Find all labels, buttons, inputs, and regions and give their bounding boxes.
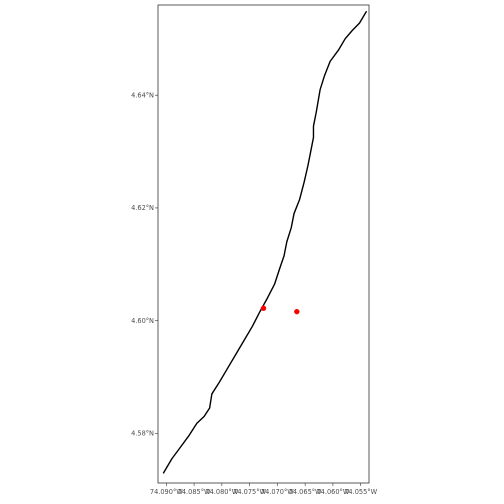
x-tick-label-1: 74.085°W [178, 488, 211, 496]
y-tick-label-1: 4.60°N [131, 317, 154, 325]
y-tick-label-3: 4.64°N [131, 91, 154, 99]
x-tick-label-3: 74.075°W [233, 488, 266, 496]
x-axis: 74.090°W74.085°W74.080°W74.075°W74.070°W… [150, 483, 378, 496]
location-point-2 [294, 308, 300, 315]
map-panel [157, 4, 370, 484]
location-point-1 [260, 305, 267, 311]
x-tick-label-6: 74.060°W [316, 488, 349, 496]
x-tick-label-5: 74.065°W [289, 488, 322, 496]
route-line [162, 11, 367, 474]
y-tick-label-0: 4.58°N [131, 430, 154, 438]
y-tick-label-2: 4.62°N [131, 204, 154, 212]
route-layer [162, 11, 367, 474]
y-axis: 4.58°N 4.60°N 4.62°N 4.64°N [131, 91, 158, 438]
x-tick-label-2: 74.080°W [205, 488, 238, 496]
x-tick-label-7: 74.055°W [344, 488, 377, 496]
points-layer [260, 305, 300, 315]
x-tick-label-0: 74.090°W [150, 488, 183, 496]
x-tick-label-4: 74.070°W [261, 488, 294, 496]
